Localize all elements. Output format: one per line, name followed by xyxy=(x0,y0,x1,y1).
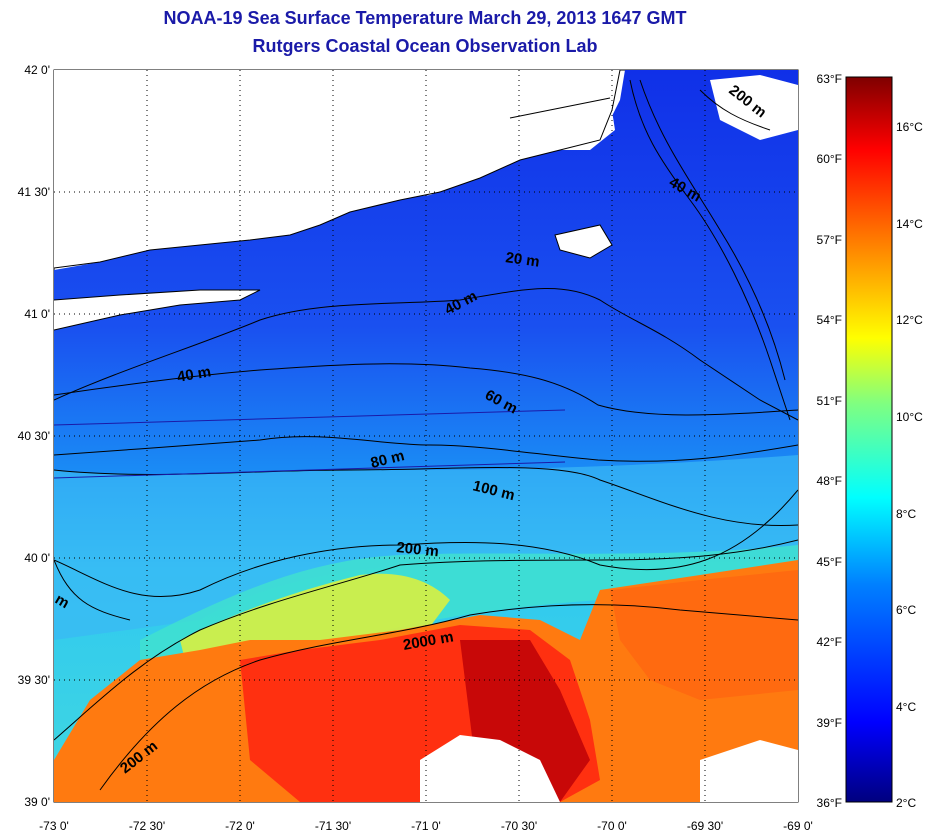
lat-tick: 39 30' xyxy=(18,673,50,687)
colorbar: 63°F 60°F 57°F 54°F 51°F 48°F 45°F 42°F … xyxy=(817,72,924,810)
lat-tick: 40 0' xyxy=(24,551,50,565)
fahrenheit-tick: 60°F xyxy=(817,152,842,166)
celsius-tick: 10°C xyxy=(896,410,923,424)
lat-axis: 42 0' 41 30' 41 0' 40 30' 40 0' 39 30' 3… xyxy=(18,63,50,809)
lon-tick: -69 30' xyxy=(687,819,723,833)
fahrenheit-tick: 57°F xyxy=(817,233,842,247)
map-title: NOAA-19 Sea Surface Temperature March 29… xyxy=(163,8,687,28)
lon-tick: -69 0' xyxy=(783,819,813,833)
celsius-tick: 16°C xyxy=(896,120,923,134)
colorbar-gradient xyxy=(845,76,893,803)
fahrenheit-tick: 39°F xyxy=(817,716,842,730)
lat-tick: 41 0' xyxy=(24,307,50,321)
fahrenheit-tick: 36°F xyxy=(817,796,842,810)
transect-line xyxy=(54,409,566,426)
lat-tick: 42 0' xyxy=(24,63,50,77)
celsius-tick: 12°C xyxy=(896,313,923,327)
lon-axis: -73 0' -72 30' -72 0' -71 30' -71 0' -70… xyxy=(39,819,813,833)
fahrenheit-tick: 42°F xyxy=(817,635,842,649)
lat-tick: 40 30' xyxy=(18,429,50,443)
map-subtitle: Rutgers Coastal Ocean Observation Lab xyxy=(252,36,598,56)
celsius-tick: 6°C xyxy=(896,603,916,617)
contour-label: 20 m xyxy=(504,249,540,271)
depth-contours xyxy=(54,79,798,791)
fahrenheit-tick: 54°F xyxy=(817,313,842,327)
lon-tick: -72 0' xyxy=(225,819,255,833)
lon-tick: -73 0' xyxy=(39,819,69,833)
fahrenheit-tick: 51°F xyxy=(817,394,842,408)
fahrenheit-tick: 48°F xyxy=(817,474,842,488)
lat-tick: 41 30' xyxy=(18,185,50,199)
contour-label: 40 m xyxy=(176,363,213,386)
lon-tick: -71 0' xyxy=(411,819,441,833)
celsius-tick: 14°C xyxy=(896,217,923,231)
lat-tick: 39 0' xyxy=(24,795,50,809)
fahrenheit-tick: 45°F xyxy=(817,555,842,569)
celsius-tick: 2°C xyxy=(896,796,916,810)
lon-tick: -70 30' xyxy=(501,819,537,833)
lon-tick: -70 0' xyxy=(597,819,627,833)
contour-label: 200 m xyxy=(396,539,440,560)
fahrenheit-tick: 63°F xyxy=(817,72,842,86)
lon-tick: -71 30' xyxy=(315,819,351,833)
lon-tick: -72 30' xyxy=(129,819,165,833)
graticule xyxy=(54,70,798,802)
transect-line xyxy=(54,461,566,479)
celsius-tick: 4°C xyxy=(896,700,916,714)
celsius-tick: 8°C xyxy=(896,507,916,521)
